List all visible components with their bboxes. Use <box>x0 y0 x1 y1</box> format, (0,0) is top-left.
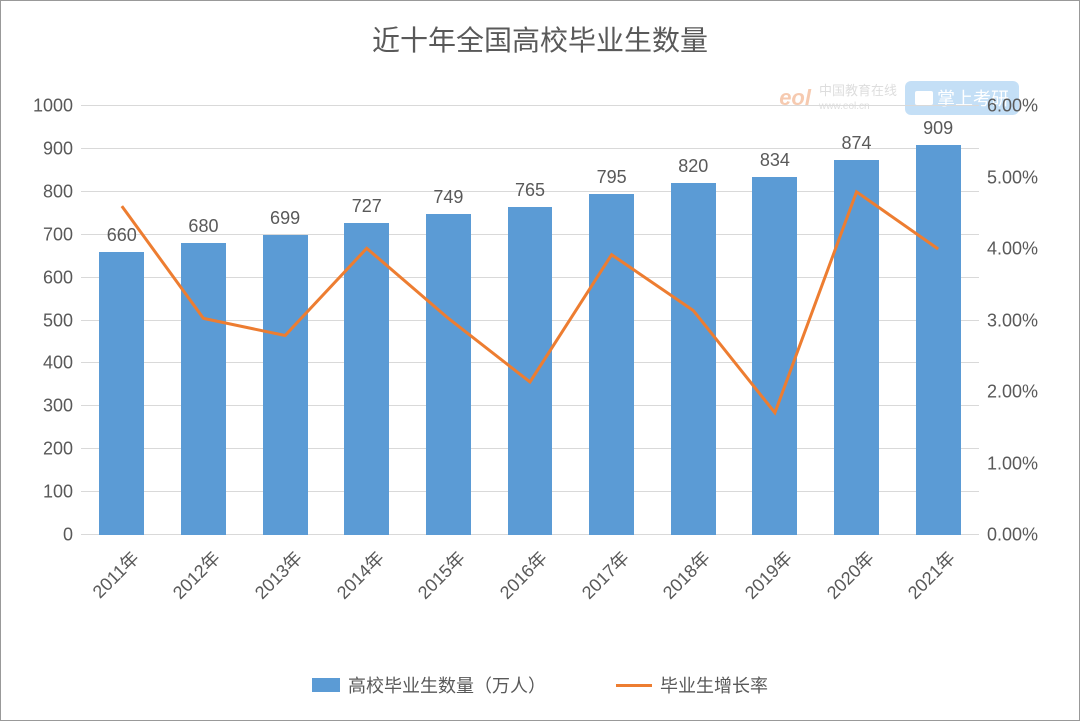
x-tick-label: 2017年 <box>575 545 634 604</box>
chart-title: 近十年全国高校毕业生数量 <box>1 19 1079 59</box>
growth-rate-line <box>122 192 938 413</box>
legend-item-bar: 高校毕业生数量（万人） <box>312 672 546 698</box>
x-tick-label: 2021年 <box>901 545 960 604</box>
y-right-tick-label: 4.00% <box>987 239 1038 260</box>
y-right-tick-label: 3.00% <box>987 310 1038 331</box>
legend-item-line: 毕业生增长率 <box>616 672 768 698</box>
x-tick-label: 2018年 <box>656 545 715 604</box>
y-right-tick-label: 6.00% <box>987 96 1038 117</box>
x-tick-label: 2020年 <box>820 545 879 604</box>
y-left-tick-label: 400 <box>43 353 73 374</box>
y-left-tick-label: 500 <box>43 310 73 331</box>
y-left-tick-label: 100 <box>43 482 73 503</box>
x-tick-label: 2013年 <box>248 545 307 604</box>
x-tick-label: 2014年 <box>330 545 389 604</box>
y-right-tick-label: 2.00% <box>987 382 1038 403</box>
x-tick-label: 2012年 <box>167 545 226 604</box>
y-left-tick-label: 1000 <box>33 96 73 117</box>
y-left-tick-label: 200 <box>43 439 73 460</box>
x-tick-label: 2011年 <box>86 545 144 603</box>
x-tick-label: 2019年 <box>738 545 797 604</box>
book-icon <box>915 91 933 105</box>
y-right-tick-label: 5.00% <box>987 167 1038 188</box>
legend-label-bar: 高校毕业生数量（万人） <box>348 672 546 698</box>
plot-area: 010020030040050060070080090010000.00%1.0… <box>81 106 979 535</box>
y-left-tick-label: 800 <box>43 181 73 202</box>
x-tick-label: 2015年 <box>411 545 470 604</box>
line-series <box>81 106 979 535</box>
y-left-tick-label: 900 <box>43 138 73 159</box>
legend: 高校毕业生数量（万人） 毕业生增长率 <box>1 672 1079 698</box>
y-left-tick-label: 300 <box>43 396 73 417</box>
y-left-tick-label: 700 <box>43 224 73 245</box>
y-right-tick-label: 0.00% <box>987 525 1038 546</box>
y-left-tick-label: 0 <box>63 525 73 546</box>
y-right-tick-label: 1.00% <box>987 453 1038 474</box>
legend-swatch-bar <box>312 678 340 692</box>
x-tick-label: 2016年 <box>493 545 552 604</box>
legend-swatch-line <box>616 684 652 687</box>
y-left-tick-label: 600 <box>43 267 73 288</box>
chart-container: 近十年全国高校毕业生数量 eol 中国教育在线 www.eol.cn 掌上考研 … <box>0 0 1080 721</box>
legend-label-line: 毕业生增长率 <box>660 672 768 698</box>
